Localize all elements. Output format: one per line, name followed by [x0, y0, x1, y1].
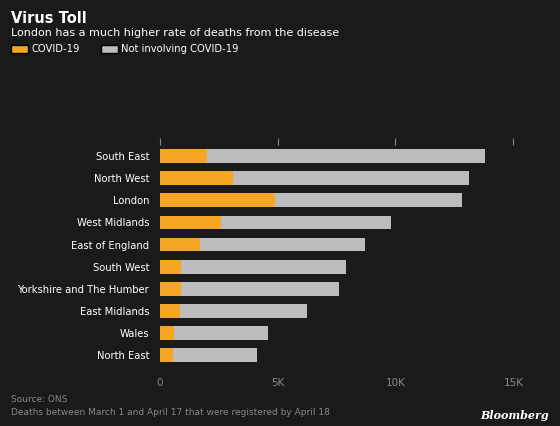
- Bar: [160, 238, 365, 251]
- Bar: [160, 149, 485, 163]
- Bar: [160, 282, 181, 296]
- Bar: [160, 260, 346, 273]
- Bar: [160, 282, 339, 296]
- Bar: [160, 171, 469, 185]
- Bar: [160, 216, 221, 229]
- Bar: [160, 348, 172, 362]
- Text: Bloomberg: Bloomberg: [480, 410, 549, 421]
- Text: Source: ONS: Source: ONS: [11, 395, 68, 404]
- Text: Not involving COVID-19: Not involving COVID-19: [121, 44, 239, 54]
- Bar: [160, 348, 258, 362]
- Bar: [160, 238, 200, 251]
- Bar: [160, 171, 233, 185]
- Bar: [160, 193, 461, 207]
- Bar: [160, 304, 307, 318]
- Text: COVID-19: COVID-19: [31, 44, 80, 54]
- Text: London has a much higher rate of deaths from the disease: London has a much higher rate of deaths …: [11, 28, 339, 37]
- Bar: [160, 304, 180, 318]
- Bar: [160, 216, 391, 229]
- Bar: [160, 326, 268, 340]
- Bar: [160, 326, 174, 340]
- Text: Deaths between March 1 and April 17 that were registered by April 18: Deaths between March 1 and April 17 that…: [11, 408, 330, 417]
- Text: Virus Toll: Virus Toll: [11, 11, 87, 26]
- Bar: [160, 193, 275, 207]
- Bar: [160, 149, 207, 163]
- Bar: [160, 260, 181, 273]
